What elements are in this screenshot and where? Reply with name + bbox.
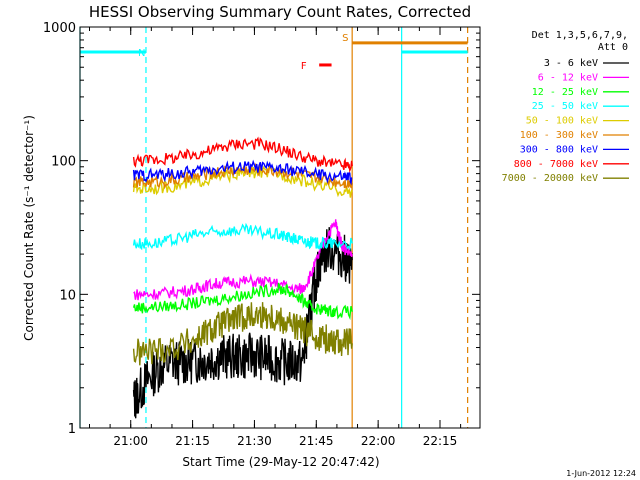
x-axis-label: Start Time (29-May-12 20:47:42)	[182, 455, 379, 469]
legend-title-1: Att 0	[598, 42, 628, 53]
flag-label-f: F	[301, 61, 307, 72]
y-axis-label: Corrected Count Rate (s⁻¹ detector⁻¹)	[22, 115, 36, 341]
plot-frame	[79, 26, 481, 429]
x-tick-label-5: 22:15	[423, 434, 458, 448]
legend-title-0: Det 1,3,5,6,7,9,	[532, 30, 628, 41]
series-line-7	[132, 136, 353, 174]
y-tick-label-1: 10	[59, 288, 76, 303]
y-tick-label-3: 1000	[43, 21, 76, 36]
series-line-1	[133, 219, 353, 301]
y-tick-label-2: 100	[51, 155, 76, 170]
legend-entry-5: 100 - 300 keV	[520, 130, 598, 141]
series-line-6	[132, 159, 353, 186]
legend-entry-6: 300 - 800 keV	[520, 144, 598, 155]
legend-entry-7: 800 - 7000 keV	[514, 159, 598, 170]
flag-label-n: N	[138, 48, 145, 59]
legend-entry-0: 3 - 6 keV	[544, 58, 598, 69]
chart-title: HESSI Observing Summary Count Rates, Cor…	[89, 3, 471, 21]
legend-entry-1: 6 - 12 keV	[538, 72, 598, 83]
legend-entry-8: 7000 - 20000 keV	[502, 173, 598, 184]
legend-entry-3: 25 - 50 keV	[532, 101, 598, 112]
series-line-2	[132, 282, 353, 321]
legend-entry-2: 12 - 25 keV	[532, 87, 598, 98]
x-tick-label-2: 21:30	[237, 434, 272, 448]
legend-entry-4: 50 - 100 keV	[526, 116, 598, 127]
series-line-4	[132, 165, 353, 198]
series-line-5	[132, 162, 353, 190]
x-tick-label-1: 21:15	[175, 434, 210, 448]
flag-label-s: S	[342, 33, 348, 44]
footer-date: 1-Jun-2012 12:24	[566, 469, 636, 478]
x-tick-label-4: 22:00	[361, 434, 396, 448]
y-tick-label-0: 1	[68, 422, 76, 437]
series-line-3	[132, 222, 353, 252]
x-tick-label-0: 21:00	[113, 434, 148, 448]
x-tick-label-3: 21:45	[299, 434, 334, 448]
series-line-8	[132, 302, 353, 366]
